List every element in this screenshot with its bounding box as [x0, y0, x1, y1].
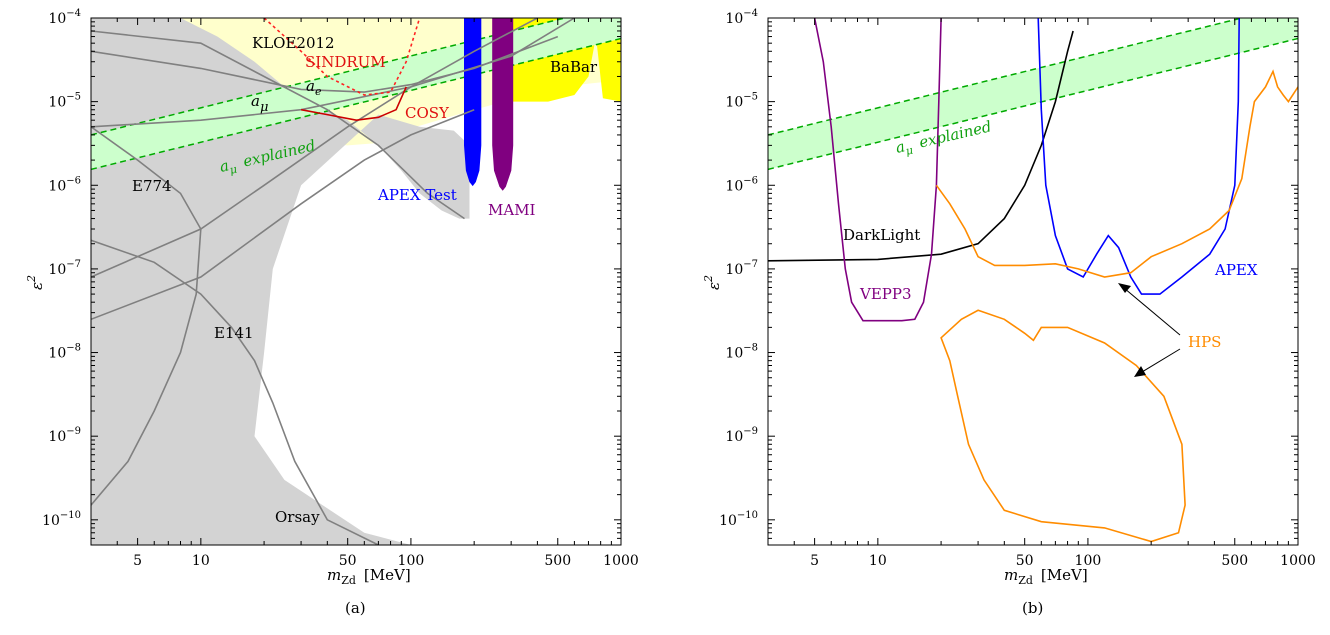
hps-arrowhead-lower [1134, 366, 1146, 377]
label-e774: E774 [132, 177, 172, 195]
series-line-e141-3 [91, 239, 379, 545]
series-line-unlabeled-5 [91, 108, 475, 321]
series-line-sindrum-10 [263, 18, 421, 96]
series-line-unlabeled-8 [91, 30, 465, 220]
y-tick-label: 10−8 [725, 343, 758, 362]
x-tick-label: 50 [339, 553, 357, 569]
y-tick-label: 10−4 [48, 8, 81, 27]
series-line-e774-4 [91, 126, 202, 506]
label-vepp3: VEPP3 [859, 285, 912, 303]
panel-a-ticks: 5 10 50 100 500 1000 10−4 10−5 10−6 10−7 10−8 10−9 1… [42, 8, 639, 569]
panel-b-ticks: 5 10 50 100 500 1000 10−4 10−5 10−6 10−7 10−8 10−9 1… [719, 8, 1316, 569]
x-tick-label: 10 [192, 553, 210, 569]
label-cosy: COSY [405, 104, 450, 122]
y-tick-label: 10−10 [719, 510, 758, 529]
panel-a-plot: 5 10 50 100 500 1000 10−4 10−5 10−6 10−7 10−8 10−9 1… [25, 8, 639, 617]
panel-a-xlabel: mZd [MeV] [327, 566, 411, 587]
series-region-orsay-2 [91, 18, 470, 545]
series-a-explained-14-band-lower [91, 37, 621, 171]
x-tick-label: 500 [1221, 553, 1248, 569]
y-tick-label: 10−7 [48, 259, 81, 278]
label-ae: ae [306, 77, 322, 98]
x-tick-label: 100 [1075, 553, 1102, 569]
y-tick-label: 10−7 [725, 259, 758, 278]
caption-a: (a) [345, 599, 366, 617]
series-a-explained-0-band-fill [768, 18, 1298, 170]
series-a-explained-0-band-lower [768, 37, 1298, 171]
label-kloe2012: KLOE2012 [252, 34, 335, 52]
x-tick-label: 500 [544, 553, 571, 569]
x-tick-label: 1000 [603, 553, 639, 569]
x-tick-label: 100 [398, 553, 425, 569]
y-tick-label: 10−9 [48, 426, 81, 445]
panel-a-data-layers [91, 18, 621, 545]
panel-b-plot: 5 10 50 100 500 1000 10−4 10−5 10−6 10−7 10−8 10−9 1… [702, 8, 1316, 617]
panel-b-data-layers [768, 18, 1298, 543]
panel-b-ylabel: ε2 [702, 275, 723, 290]
y-tick-label: 10−4 [725, 8, 758, 27]
series-mami-spike [492, 18, 514, 191]
y-tick-label: 10−6 [48, 175, 81, 194]
x-tick-label: 1000 [1280, 553, 1316, 569]
y-tick-label: 10−10 [42, 510, 81, 529]
series-line-hps-4 [935, 69, 1298, 278]
label-darklight: DarkLight [843, 226, 920, 244]
y-tick-label: 10−8 [48, 343, 81, 362]
series-a-explained-14-band-upper [91, 18, 568, 136]
series-line-a-e-9 [91, 35, 559, 93]
y-tick-label: 10−9 [725, 426, 758, 445]
x-tick-label: 5 [810, 553, 819, 569]
y-tick-label: 10−6 [725, 175, 758, 194]
caption-b: (b) [1022, 599, 1043, 617]
x-tick-label: 10 [869, 553, 887, 569]
series-line-darklight-1 [768, 30, 1074, 262]
panel-b-xlabel: mZd [MeV] [1004, 566, 1088, 587]
series-line-unlabeled-6 [91, 18, 538, 278]
series-line-cosy-11 [300, 86, 407, 122]
y-tick-label: 10−5 [725, 92, 758, 111]
label-apex: APEX [1214, 261, 1258, 279]
hps-arrow-lower [1141, 348, 1181, 373]
series-line-vepp3-2 [813, 18, 942, 322]
label-apex-test: APEX Test [377, 186, 457, 204]
hps-arrowhead-upper [1118, 283, 1131, 293]
hps-arrows [1118, 283, 1181, 377]
label-orsay: Orsay [275, 508, 320, 526]
x-tick-label: 50 [1016, 553, 1034, 569]
series-line-hps-5 [940, 309, 1186, 543]
label-mami: MAMI [488, 201, 536, 219]
series-apex-test-spike [464, 18, 482, 187]
label-hps: HPS [1188, 333, 1221, 351]
series-a-explained-14-band-fill [91, 18, 621, 170]
series-a-explained-0-band-upper [768, 18, 1245, 136]
label-sindrum: SINDRUM [305, 53, 386, 71]
series-line-apex-3 [1037, 18, 1240, 295]
y-tick-label: 10−5 [48, 92, 81, 111]
x-tick-label: 5 [133, 553, 142, 569]
panel-a-ylabel: ε2 [25, 275, 46, 290]
label-e141: E141 [214, 324, 254, 342]
label-amu: aμ [251, 92, 268, 115]
hps-arrow-upper [1123, 287, 1181, 336]
label-babar: BaBar [550, 58, 598, 76]
